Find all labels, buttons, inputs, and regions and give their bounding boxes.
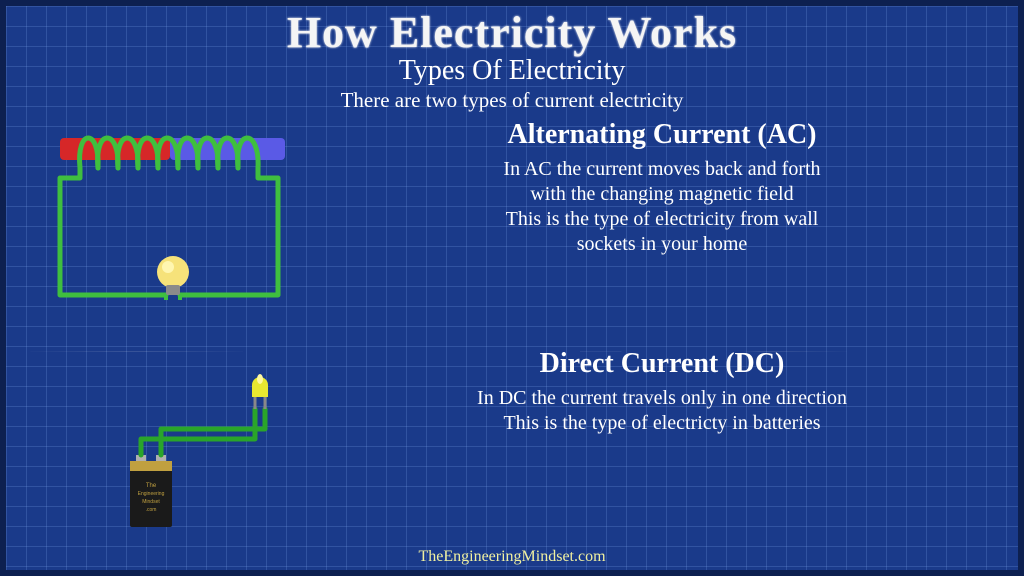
- page-title: How Electricity Works: [20, 10, 1004, 56]
- intro-text: There are two types of current electrici…: [20, 89, 1004, 112]
- dc-body: In DC the current travels only in one di…: [330, 386, 994, 436]
- led-icon: [252, 374, 268, 409]
- page-subtitle: Types Of Electricity: [20, 56, 1004, 87]
- battery-icon: The Engineering Mindset .com: [130, 455, 172, 527]
- ac-title: Alternating Current (AC): [330, 120, 994, 151]
- footer-attribution: TheEngineeringMindset.com: [20, 548, 1004, 568]
- ac-circuit-icon: [20, 120, 320, 320]
- ac-body: In AC the current moves back and forth w…: [330, 157, 994, 257]
- svg-text:.com: .com: [146, 507, 157, 513]
- dc-title: Direct Current (DC): [330, 349, 994, 380]
- ac-diagram: [20, 120, 320, 349]
- section-dc: The Engineering Mindset .com: [20, 349, 1004, 548]
- svg-text:The: The: [146, 483, 157, 489]
- svg-text:Mindset: Mindset: [142, 499, 160, 505]
- content-area: How Electricity Works Types Of Electrici…: [0, 0, 1024, 576]
- dc-text: Direct Current (DC) In DC the current tr…: [330, 349, 1004, 548]
- svg-text:Engineering: Engineering: [138, 491, 165, 497]
- section-ac: Alternating Current (AC) In AC the curre…: [20, 120, 1004, 349]
- dc-diagram: The Engineering Mindset .com: [20, 349, 320, 548]
- dc-circuit-icon: The Engineering Mindset .com: [20, 349, 320, 529]
- ac-text: Alternating Current (AC) In AC the curre…: [330, 120, 1004, 349]
- sections-container: Alternating Current (AC) In AC the curre…: [20, 120, 1004, 548]
